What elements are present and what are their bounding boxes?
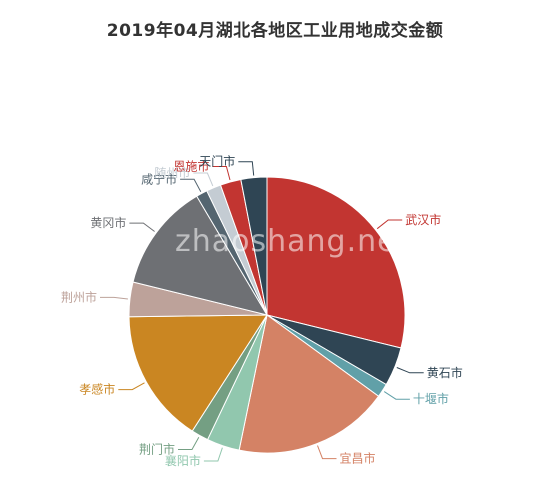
pie-slice[interactable] xyxy=(240,176,268,316)
leader-line xyxy=(317,445,337,460)
leader-line xyxy=(238,161,255,176)
leader-line xyxy=(383,391,410,400)
leader-line xyxy=(376,219,403,230)
pie-slice[interactable] xyxy=(238,314,380,454)
slice-label: 宜昌市 xyxy=(340,451,376,466)
slice-label: 荆州市 xyxy=(61,289,97,304)
slice-label: 荆门市 xyxy=(139,442,175,457)
leader-line xyxy=(178,437,200,450)
leader-line xyxy=(100,296,128,300)
slice-label: 武汉市 xyxy=(405,212,441,227)
slice-label: 襄阳市 xyxy=(165,453,201,468)
chart-title: 2019年04月湖北各地区工业用地成交金额 xyxy=(106,21,444,41)
leader-line xyxy=(129,222,155,232)
slice-label: 黄冈市 xyxy=(90,215,126,230)
slice-label: 十堰市 xyxy=(413,391,449,406)
slice-label: 咸宁市 xyxy=(141,171,177,186)
leader-line xyxy=(203,447,223,462)
leader-line xyxy=(180,178,202,192)
slice-label: 孝感市 xyxy=(79,382,115,397)
leader-line xyxy=(396,367,424,374)
slice-label: 恩施市 xyxy=(173,159,209,174)
slice-label: 随州市 xyxy=(154,165,190,180)
pie-slice[interactable] xyxy=(128,314,268,432)
leader-line xyxy=(118,382,145,391)
slice-label: 黄石市 xyxy=(427,365,463,380)
pie-slice[interactable] xyxy=(132,195,269,316)
leader-line xyxy=(193,172,214,187)
pie-slice[interactable] xyxy=(266,176,406,349)
leader-line xyxy=(212,166,231,181)
slice-label: 天门市 xyxy=(199,154,235,169)
